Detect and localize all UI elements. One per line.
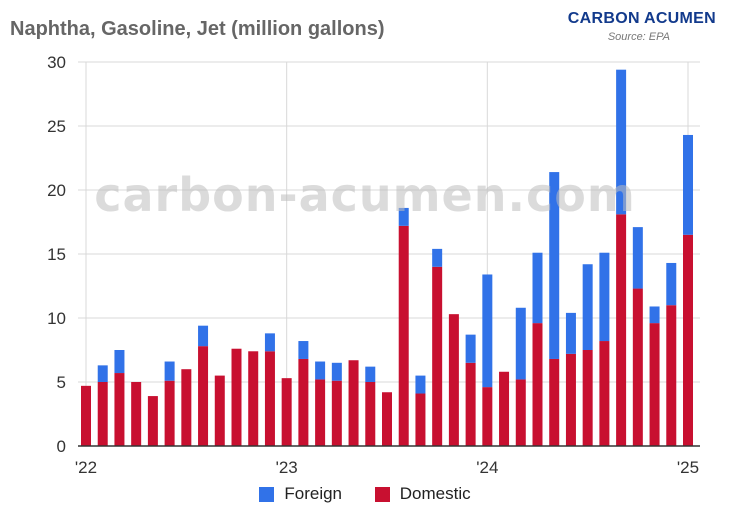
- legend-label-domestic: Domestic: [399, 484, 471, 503]
- y-tick-label-10: 10: [47, 309, 66, 328]
- brand-logo-text: CARBON ACUMEN: [567, 10, 716, 27]
- bar-domestic-2023-05: [348, 360, 359, 446]
- bar-foreign-2024-07: [582, 264, 593, 350]
- bar-domestic-2022-09: [214, 375, 225, 446]
- bar-foreign-2023-04: [331, 362, 342, 381]
- bar-foreign-2023-03: [315, 361, 326, 380]
- bar-domestic-2024-12: [666, 305, 677, 446]
- watermark: carbon-acumen.com: [94, 168, 636, 222]
- bar-foreign-2022-06: [164, 361, 175, 381]
- bar-domestic-2024-05: [549, 358, 560, 446]
- legend-swatch-domestic: [374, 486, 390, 502]
- bar-foreign-2022-08: [198, 325, 209, 347]
- bar-domestic-2024-09: [616, 214, 627, 446]
- bar-domestic-2022-01: [81, 385, 91, 446]
- x-tick-label-2: '24: [476, 458, 498, 477]
- legend-item-foreign[interactable]: Foreign: [259, 484, 342, 504]
- bar-domestic-2024-08: [599, 341, 610, 446]
- bar-foreign-2023-10: [432, 248, 443, 267]
- bar-domestic-2022-10: [231, 348, 242, 446]
- bar-domestic-2022-11: [248, 351, 259, 446]
- bar-domestic-2024-01: [482, 387, 493, 446]
- bar-foreign-2024-08: [599, 252, 610, 342]
- bar-domestic-2023-02: [298, 358, 309, 446]
- bar-domestic-2024-11: [649, 323, 660, 446]
- bar-foreign-2024-12: [666, 262, 677, 306]
- chart-title: Naphtha, Gasoline, Jet (million gallons): [10, 18, 385, 40]
- bar-domestic-2023-06: [365, 382, 376, 446]
- bar-domestic-2024-10: [632, 288, 643, 446]
- bar-foreign-2023-02: [298, 341, 309, 359]
- x-tick-label-0: '22: [75, 458, 97, 477]
- x-tick-label-3: '25: [677, 458, 699, 477]
- bar-foreign-2023-12: [465, 334, 476, 363]
- bar-foreign-2024-09: [616, 69, 627, 215]
- bar-domestic-2023-07: [382, 392, 392, 446]
- bar-foreign-2023-06: [365, 366, 376, 382]
- bar-foreign-2024-05: [549, 172, 560, 359]
- bar-domestic-2022-06: [164, 380, 175, 446]
- bar-domestic-2024-06: [565, 353, 576, 446]
- y-tick-label-0: 0: [57, 437, 66, 456]
- bar-domestic-2025-01: [683, 234, 693, 446]
- y-tick-label-5: 5: [57, 373, 66, 392]
- bar-domestic-2024-04: [532, 323, 543, 446]
- bar-domestic-2022-12: [264, 351, 275, 446]
- y-tick-label-20: 20: [47, 181, 66, 200]
- bar-domestic-2023-08: [398, 225, 409, 446]
- bar-domestic-2023-09: [415, 393, 426, 446]
- legend-swatch-foreign: [259, 486, 275, 502]
- bar-domestic-2023-10: [432, 266, 443, 446]
- y-tick-label-30: 30: [47, 53, 66, 72]
- bar-foreign-2022-03: [114, 350, 125, 374]
- bar-domestic-2022-02: [97, 382, 108, 446]
- bar-domestic-2022-04: [131, 382, 142, 446]
- bar-domestic-2023-03: [315, 379, 326, 446]
- legend-label-foreign: Foreign: [284, 484, 343, 503]
- bar-foreign-2022-12: [264, 333, 275, 352]
- bar-foreign-2024-01: [482, 274, 493, 388]
- bar-foreign-2022-02: [97, 365, 108, 382]
- bar-domestic-2022-07: [181, 369, 192, 446]
- bar-domestic-2023-04: [331, 380, 342, 446]
- bar-domestic-2022-03: [114, 373, 125, 446]
- bar-domestic-2024-02: [499, 371, 510, 446]
- bar-foreign-2024-06: [565, 312, 576, 354]
- bar-domestic-2022-05: [147, 396, 158, 446]
- bar-domestic-2023-11: [448, 314, 459, 446]
- bar-foreign-2023-08: [398, 207, 409, 226]
- bar-foreign-2024-10: [632, 227, 643, 289]
- bar-domestic-2023-01: [281, 378, 292, 446]
- bar-foreign-2024-04: [532, 252, 543, 324]
- bar-domestic-2024-03: [515, 379, 526, 446]
- y-tick-label-15: 15: [47, 245, 66, 264]
- legend-item-domestic[interactable]: Domestic: [374, 484, 471, 504]
- bar-foreign-2024-03: [515, 307, 526, 380]
- legend: Foreign Domestic: [0, 484, 730, 507]
- bar-domestic-2023-12: [465, 362, 476, 446]
- y-tick-label-25: 25: [47, 117, 66, 136]
- x-tick-label-1: '23: [276, 458, 298, 477]
- bar-foreign-2024-11: [649, 306, 660, 324]
- bar-domestic-2024-07: [582, 350, 593, 446]
- bar-foreign-2023-09: [415, 375, 426, 394]
- bar-foreign-2025-01: [683, 134, 693, 235]
- bar-domestic-2022-08: [198, 346, 209, 446]
- source-note: Source: EPA: [607, 31, 670, 43]
